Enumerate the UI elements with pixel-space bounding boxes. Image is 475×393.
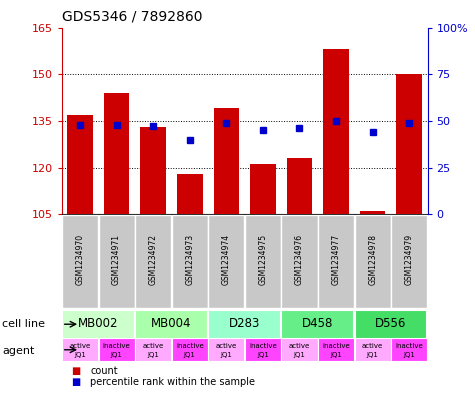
Bar bbox=[98, 215, 135, 308]
Bar bbox=[391, 215, 428, 308]
Bar bbox=[208, 310, 281, 339]
Bar bbox=[98, 338, 135, 361]
Bar bbox=[67, 115, 93, 214]
Text: D283: D283 bbox=[229, 317, 260, 330]
Bar bbox=[250, 164, 276, 214]
Text: active: active bbox=[216, 343, 237, 349]
Bar bbox=[360, 211, 385, 214]
Text: GSM1234972: GSM1234972 bbox=[149, 234, 158, 285]
Bar bbox=[171, 338, 208, 361]
Text: inactive: inactive bbox=[176, 343, 204, 349]
Text: D458: D458 bbox=[302, 317, 333, 330]
Text: GSM1234973: GSM1234973 bbox=[185, 234, 194, 285]
Bar bbox=[391, 338, 428, 361]
Bar bbox=[62, 338, 98, 361]
Text: JQ1: JQ1 bbox=[74, 352, 86, 358]
Bar bbox=[281, 338, 318, 361]
Text: GSM1234974: GSM1234974 bbox=[222, 234, 231, 285]
Text: JQ1: JQ1 bbox=[220, 352, 232, 358]
Text: active: active bbox=[362, 343, 383, 349]
Bar bbox=[208, 215, 245, 308]
Text: GSM1234978: GSM1234978 bbox=[368, 234, 377, 285]
Bar bbox=[245, 338, 281, 361]
Bar bbox=[214, 108, 239, 214]
Bar bbox=[354, 310, 428, 339]
Bar bbox=[177, 174, 202, 214]
Text: inactive: inactive bbox=[103, 343, 131, 349]
Text: MB004: MB004 bbox=[151, 317, 192, 330]
Text: JQ1: JQ1 bbox=[367, 352, 379, 358]
Text: inactive: inactive bbox=[322, 343, 350, 349]
Text: active: active bbox=[142, 343, 164, 349]
Text: GSM1234977: GSM1234977 bbox=[332, 234, 341, 285]
Text: GSM1234975: GSM1234975 bbox=[258, 234, 267, 285]
Bar bbox=[208, 338, 245, 361]
Text: JQ1: JQ1 bbox=[403, 352, 415, 358]
Text: ■: ■ bbox=[71, 377, 80, 387]
Bar bbox=[323, 49, 349, 214]
Bar bbox=[171, 215, 208, 308]
Bar bbox=[141, 127, 166, 214]
Bar bbox=[135, 338, 171, 361]
Text: inactive: inactive bbox=[395, 343, 423, 349]
Text: D556: D556 bbox=[375, 317, 407, 330]
Bar bbox=[245, 215, 281, 308]
Bar bbox=[318, 215, 354, 308]
Text: active: active bbox=[289, 343, 310, 349]
Text: GDS5346 / 7892860: GDS5346 / 7892860 bbox=[62, 9, 202, 24]
Text: GSM1234976: GSM1234976 bbox=[295, 234, 304, 285]
Text: GSM1234971: GSM1234971 bbox=[112, 234, 121, 285]
Bar bbox=[62, 215, 98, 308]
Text: JQ1: JQ1 bbox=[111, 352, 123, 358]
Bar bbox=[354, 215, 391, 308]
Bar bbox=[135, 215, 171, 308]
Bar bbox=[104, 93, 129, 214]
Text: JQ1: JQ1 bbox=[294, 352, 305, 358]
Text: inactive: inactive bbox=[249, 343, 277, 349]
Text: count: count bbox=[90, 365, 118, 376]
Bar bbox=[62, 310, 135, 339]
Bar bbox=[318, 338, 354, 361]
Text: JQ1: JQ1 bbox=[330, 352, 342, 358]
Text: agent: agent bbox=[2, 346, 35, 356]
Text: active: active bbox=[69, 343, 91, 349]
Bar bbox=[354, 338, 391, 361]
Bar bbox=[287, 158, 312, 214]
Text: JQ1: JQ1 bbox=[184, 352, 196, 358]
Text: MB002: MB002 bbox=[78, 317, 119, 330]
Bar bbox=[281, 310, 354, 339]
Bar bbox=[135, 310, 208, 339]
Text: ■: ■ bbox=[71, 365, 80, 376]
Text: GSM1234979: GSM1234979 bbox=[405, 234, 414, 285]
Text: cell line: cell line bbox=[2, 319, 46, 329]
Text: JQ1: JQ1 bbox=[257, 352, 269, 358]
Bar bbox=[281, 215, 318, 308]
Bar bbox=[397, 74, 422, 214]
Text: GSM1234970: GSM1234970 bbox=[76, 234, 85, 285]
Text: JQ1: JQ1 bbox=[147, 352, 159, 358]
Text: percentile rank within the sample: percentile rank within the sample bbox=[90, 377, 255, 387]
